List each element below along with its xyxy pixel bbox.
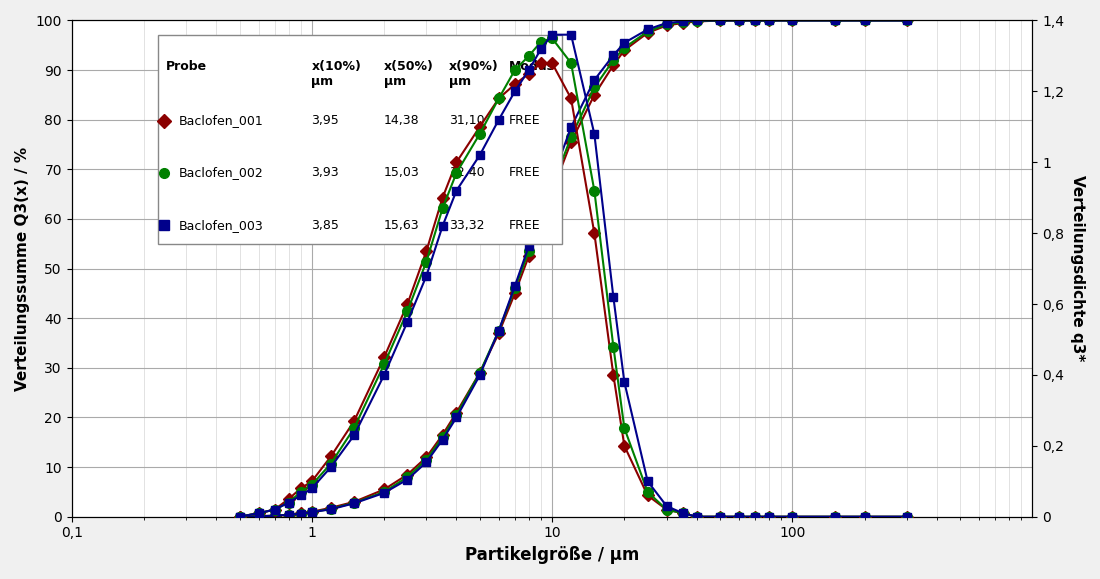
- X-axis label: Partikelgröße / µm: Partikelgröße / µm: [465, 546, 639, 564]
- Y-axis label: Verteilungssumme Q3(x) / %: Verteilungssumme Q3(x) / %: [15, 146, 30, 391]
- Y-axis label: Verteilungsdichte q3*: Verteilungsdichte q3*: [1070, 175, 1085, 362]
